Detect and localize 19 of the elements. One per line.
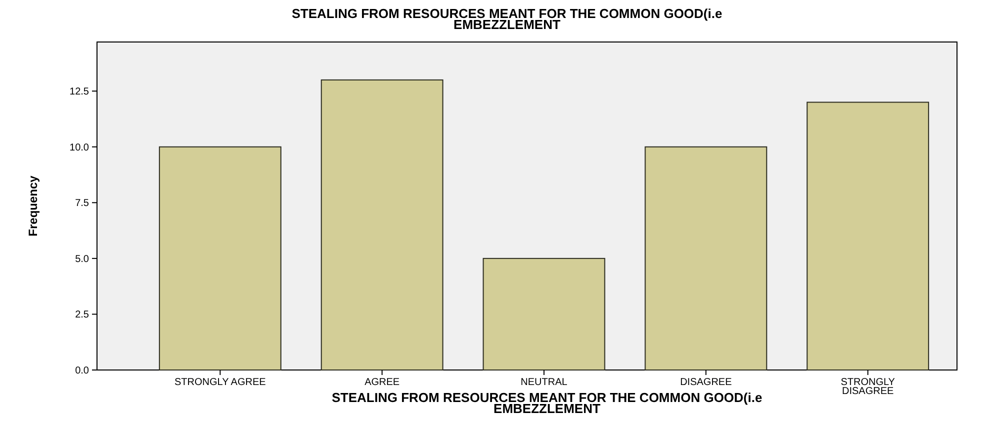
y-tick-label: 5.0 xyxy=(75,254,90,265)
bar xyxy=(482,258,606,370)
y-axis-title: Frequency xyxy=(26,175,40,236)
x-tick-label: DISAGREE xyxy=(680,377,732,388)
x-tick-label: STRONGLY DISAGREE xyxy=(840,377,896,397)
x-tick-label: STRONGLY AGREE xyxy=(174,377,266,388)
y-tick-label: 10.0 xyxy=(70,142,90,154)
bar xyxy=(644,146,768,370)
bar xyxy=(158,146,282,370)
chart-title: STEALING FROM RESOURCES MEANT FOR THE COMMON GOOD(i.e EMBEZZLEMENT xyxy=(292,6,722,32)
bar xyxy=(320,79,444,370)
x-tick-label: AGREE xyxy=(364,377,400,388)
y-tick-label: 2.5 xyxy=(75,310,90,321)
y-tick-label: 12.5 xyxy=(70,86,90,98)
x-axis-title: STEALING FROM RESOURCES MEANT FOR THE COMMON GOOD(i.e EMBEZZLEMENT xyxy=(332,390,762,416)
y-tick-label: 0.0 xyxy=(75,366,90,376)
x-tick-label: NEUTRAL xyxy=(520,377,568,388)
bar xyxy=(806,102,930,370)
y-tick-label: 7.5 xyxy=(75,198,90,210)
